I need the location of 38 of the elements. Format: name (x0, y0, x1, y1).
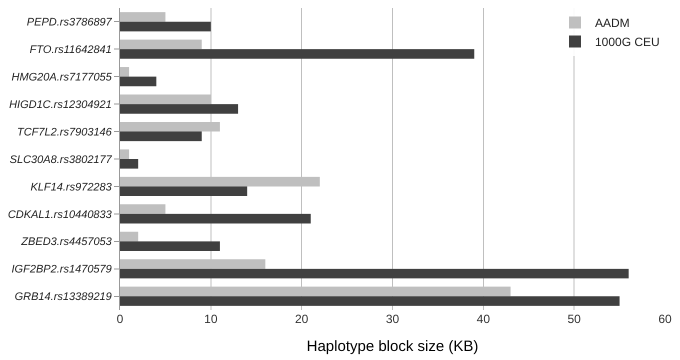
bar (120, 159, 138, 169)
y-tick-label: FTO.rs11642841 (30, 44, 112, 56)
bar (120, 49, 474, 59)
y-tick-label: PEPD.rs3786897 (26, 16, 113, 29)
x-tick-label: 60 (658, 312, 672, 326)
x-axis-title: Haplotype block size (KB) (306, 338, 478, 355)
x-tick-label: 0 (116, 312, 124, 326)
bar (120, 186, 248, 196)
y-tick-label: HIGD1C.rs12304921 (9, 98, 112, 111)
bar (120, 268, 629, 278)
y-tick-label: IGF2BP2.rs1470579 (12, 264, 112, 276)
y-tick-label: GRB14.rs13389219 (14, 291, 112, 304)
legend-label: 1000G CEU (595, 35, 660, 50)
bar (120, 12, 166, 22)
y-tick-label: SLC30A8.rs3802177 (10, 154, 113, 166)
bar (120, 132, 202, 142)
legend-label: AADM (595, 16, 630, 30)
x-tick-label: 10 (204, 312, 218, 326)
bar (120, 204, 166, 214)
bar (120, 149, 130, 159)
bar (120, 232, 138, 242)
x-tick-label: 30 (386, 312, 400, 326)
y-tick-label: KLF14.rs972283 (30, 181, 113, 194)
bar (120, 241, 220, 251)
bar (120, 104, 238, 114)
bar (120, 22, 211, 32)
x-tick-label: 20 (294, 312, 309, 326)
x-tick-label: 50 (567, 312, 582, 326)
y-tick-label: HMG20A.rs7177055 (12, 71, 113, 84)
bar (120, 214, 311, 224)
bar (120, 40, 202, 50)
bar (120, 67, 130, 77)
y-tick-label: CDKAL1.rs10440833 (8, 208, 113, 221)
bar (120, 296, 620, 306)
y-tick-label: TCF7L2.rs7903146 (17, 126, 113, 138)
bar (120, 76, 156, 86)
y-tick-label: ZBED3.rs4457053 (20, 236, 113, 248)
x-tick-label: 40 (476, 312, 490, 326)
